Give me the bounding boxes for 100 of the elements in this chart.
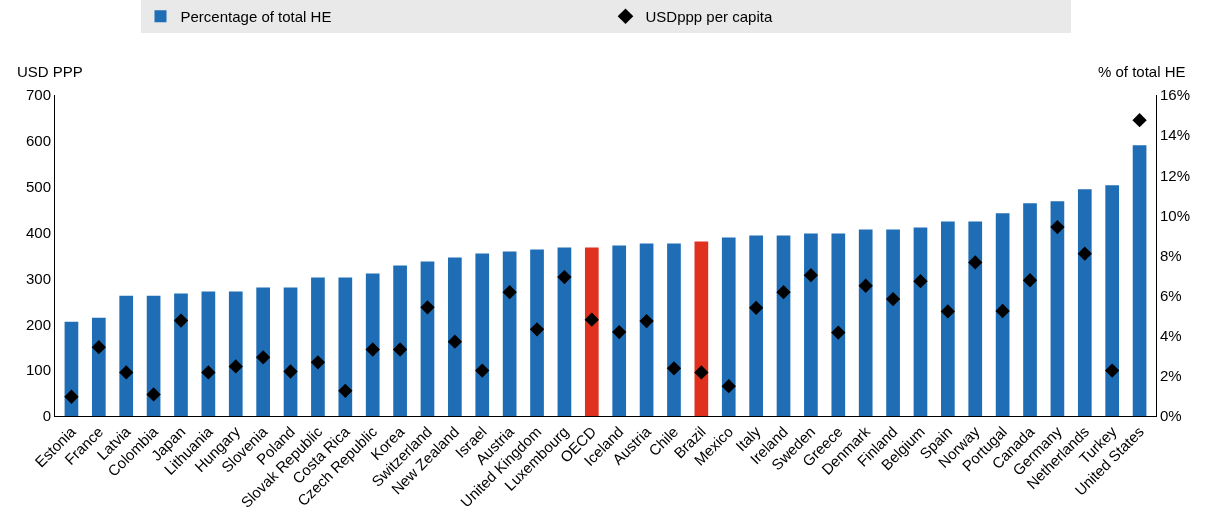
point — [748, 300, 764, 315]
point — [913, 274, 928, 289]
y-axis-title: USD PPP — [17, 63, 83, 80]
bar — [667, 243, 681, 416]
bar — [393, 265, 407, 416]
point — [1077, 246, 1092, 261]
point — [420, 300, 435, 315]
bar — [146, 295, 161, 416]
bar — [1132, 145, 1147, 416]
bar — [913, 227, 928, 416]
point — [1022, 273, 1038, 288]
bar — [694, 241, 709, 416]
point — [968, 255, 983, 270]
point — [173, 313, 189, 328]
bar — [831, 233, 846, 416]
bar — [776, 235, 791, 416]
point — [228, 359, 243, 374]
point — [831, 325, 846, 340]
legend-label: Percentage of total HE — [180, 8, 332, 26]
bar — [721, 237, 736, 416]
bar — [941, 221, 955, 416]
point — [557, 269, 572, 285]
y2-tick-label: 4% — [1160, 327, 1182, 344]
bar — [283, 287, 298, 416]
point — [639, 313, 654, 329]
point — [201, 365, 216, 380]
bar — [858, 229, 873, 416]
point — [1050, 219, 1065, 235]
bar — [612, 245, 627, 416]
point — [885, 291, 901, 307]
bar — [1077, 189, 1092, 416]
point — [995, 303, 1010, 319]
point — [584, 312, 599, 327]
bar — [448, 257, 462, 416]
y-tick-label: 400 — [25, 223, 51, 241]
point — [310, 355, 326, 370]
point — [365, 342, 380, 357]
point — [666, 361, 682, 376]
point — [64, 389, 79, 404]
y-tick-label: 500 — [25, 177, 51, 195]
point — [146, 387, 161, 402]
y2-tick-label: 0% — [1160, 407, 1182, 425]
bar — [119, 295, 134, 416]
point — [283, 364, 298, 379]
bar — [995, 213, 1010, 416]
y2-axis-title: % of total HE — [1098, 63, 1186, 80]
point — [119, 365, 134, 380]
point — [502, 285, 517, 300]
bar — [1050, 201, 1065, 416]
point — [91, 340, 106, 355]
bar — [886, 229, 900, 416]
bar — [201, 291, 216, 416]
bar — [749, 235, 763, 416]
point — [803, 268, 819, 283]
point — [776, 285, 791, 300]
y-tick-label: 200 — [25, 315, 51, 333]
bar — [311, 277, 325, 416]
bar — [91, 317, 106, 416]
y2-tick-label: 12% — [1160, 166, 1191, 184]
y2-tick-label: 8% — [1160, 246, 1182, 264]
bar — [475, 253, 490, 416]
point — [256, 350, 271, 365]
bar — [639, 243, 654, 416]
bar — [1023, 203, 1037, 416]
bar — [968, 221, 983, 416]
bar — [420, 261, 435, 416]
y2-tick-label: 14% — [1160, 126, 1191, 144]
y-tick-label: 600 — [25, 132, 51, 150]
bar — [256, 287, 270, 416]
y2-tick-label: 6% — [1160, 286, 1182, 304]
y-tick-label: 100 — [25, 361, 51, 379]
y-tick-label: 700 — [25, 86, 51, 104]
bar — [365, 273, 380, 416]
bar — [804, 233, 818, 416]
point — [858, 278, 873, 293]
bar — [557, 247, 572, 416]
point — [475, 363, 490, 378]
point — [721, 379, 736, 394]
bar — [338, 277, 353, 416]
y2-tick-label: 10% — [1160, 206, 1191, 224]
point — [338, 383, 353, 398]
bar — [584, 247, 599, 416]
point — [1105, 363, 1120, 378]
bar — [64, 321, 79, 416]
point — [447, 334, 463, 349]
bar — [1105, 185, 1120, 416]
y-tick-label: 300 — [25, 269, 51, 287]
bar — [174, 293, 188, 416]
bar — [228, 291, 243, 416]
point — [940, 304, 955, 319]
point — [612, 324, 627, 340]
legend-label: USDppp per capita — [645, 8, 773, 26]
bar — [502, 251, 517, 416]
y2-tick-label: 2% — [1160, 367, 1182, 385]
point — [1132, 113, 1147, 128]
point — [392, 342, 408, 357]
bar — [530, 249, 544, 416]
y2-tick-label: 16% — [1160, 86, 1191, 104]
point — [529, 322, 545, 337]
y-tick-label: 0 — [42, 407, 51, 425]
